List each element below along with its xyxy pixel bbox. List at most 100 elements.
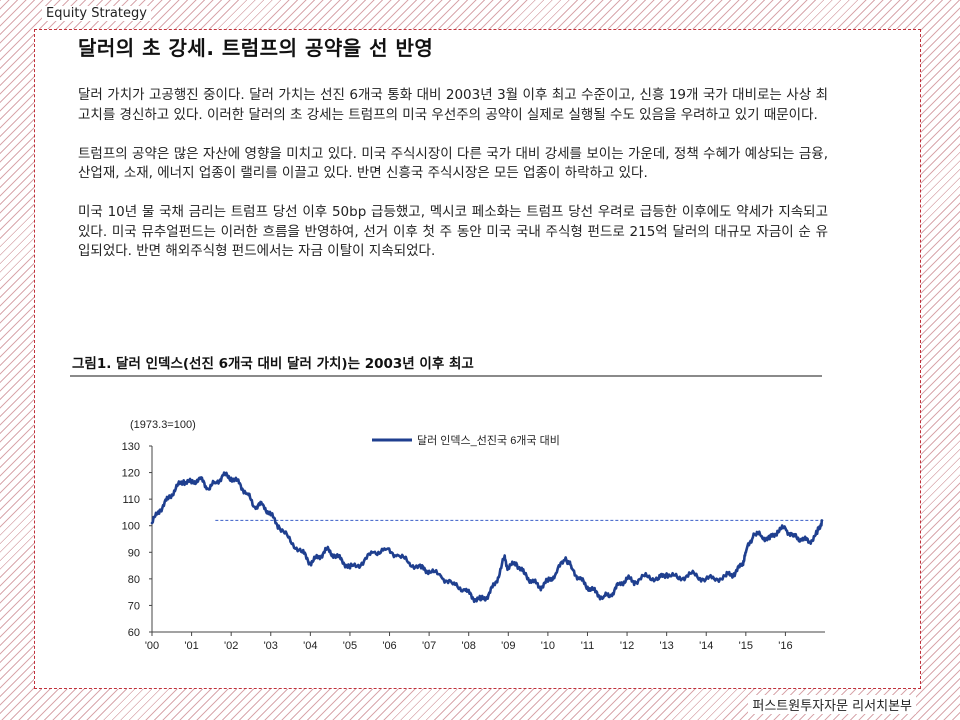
x-tick-label: '10 xyxy=(541,640,555,652)
dollar-index-chart: (1973.3=100) 달러 인덱스_선진국 6개국 대비 60 70 80 90 1… xyxy=(122,419,825,652)
data-point xyxy=(712,577,716,581)
data-point xyxy=(645,574,649,578)
y-tick-label: 110 xyxy=(122,494,140,506)
data-point xyxy=(190,481,193,485)
data-point xyxy=(740,564,744,567)
section-label: Equity Strategy xyxy=(42,6,151,21)
data-point xyxy=(820,519,824,522)
y-tick-label: 120 xyxy=(122,468,140,480)
data-point xyxy=(372,550,375,554)
data-point xyxy=(506,566,510,570)
data-point xyxy=(744,550,748,554)
data-point xyxy=(665,572,668,575)
y-tick-label: 130 xyxy=(122,441,140,453)
data-point xyxy=(689,572,692,575)
data-point xyxy=(451,582,455,586)
data-point xyxy=(732,572,736,575)
x-tick-label: '01 xyxy=(184,640,198,652)
data-point xyxy=(471,596,474,599)
data-point xyxy=(261,503,265,506)
y-tick-label: 60 xyxy=(128,627,140,639)
unit-note: (1973.3=100) xyxy=(130,419,196,431)
data-point xyxy=(427,569,431,573)
x-tick-label: '06 xyxy=(382,640,396,652)
data-point xyxy=(487,593,490,597)
data-point xyxy=(677,577,680,581)
data-point xyxy=(815,532,819,535)
y-tick-label: 100 xyxy=(122,521,140,533)
data-point xyxy=(419,566,423,570)
x-tick-label: '02 xyxy=(224,640,238,652)
data-point xyxy=(150,521,154,525)
data-point xyxy=(206,487,209,490)
data-point xyxy=(439,574,443,578)
data-point xyxy=(538,585,542,589)
data-point xyxy=(768,537,771,541)
paragraph: 달러 가치가 고공행진 중이다. 달러 가치는 선진 6개국 통화 대비 200… xyxy=(78,87,828,123)
data-point xyxy=(554,572,558,575)
data-point xyxy=(522,572,526,575)
data-point xyxy=(245,492,249,496)
data-point xyxy=(463,588,467,591)
data-point xyxy=(700,577,704,581)
data-point xyxy=(602,596,605,599)
data-point xyxy=(214,481,217,485)
data-point xyxy=(617,582,621,586)
x-tick-label: '09 xyxy=(501,640,515,652)
x-tick-label: '03 xyxy=(264,640,278,652)
data-point xyxy=(198,476,201,480)
paragraph: 트럼프의 공약은 많은 자산에 영향을 미치고 있다. 미국 주식시장이 다른 … xyxy=(78,145,828,182)
x-tick-label: '11 xyxy=(581,640,595,652)
data-point xyxy=(332,553,336,557)
data-point xyxy=(324,548,328,551)
data-point xyxy=(221,473,225,477)
data-point xyxy=(360,561,364,565)
data-point xyxy=(174,487,178,490)
figure-title: 그림1. 달러 인덱스(선진 6개국 대비 달러 가치)는 2003년 이후 최… xyxy=(72,356,474,372)
data-point xyxy=(752,532,756,535)
data-point xyxy=(625,577,629,581)
data-point xyxy=(301,550,304,554)
data-point xyxy=(578,577,581,581)
figure-title-rule xyxy=(70,375,822,377)
data-point xyxy=(384,548,387,551)
data-point xyxy=(158,508,162,512)
series-line-dollar-index xyxy=(150,471,824,604)
data-point xyxy=(229,476,233,480)
data-point xyxy=(724,574,728,578)
data-point xyxy=(586,585,589,589)
data-point xyxy=(237,481,241,485)
x-tick-label: '14 xyxy=(699,640,713,652)
x-tick-label: '05 xyxy=(343,640,357,652)
data-point xyxy=(799,537,803,541)
data-point xyxy=(514,561,518,565)
data-point xyxy=(564,556,567,559)
data-point xyxy=(570,566,573,570)
data-point xyxy=(503,556,506,559)
paragraph: 미국 10년 물 국채 금리는 트럼프 당선 이후 50bp 급등했고, 멕시코… xyxy=(78,204,828,259)
page-title: 달러의 초 강세. 트럼프의 공약을 선 반영 xyxy=(78,36,434,60)
y-tick-label: 70 xyxy=(128,600,140,612)
data-point xyxy=(633,580,637,583)
body-text: 달러 가치가 고공행진 중이다. 달러 가치는 선진 6개국 통화 대비 200… xyxy=(78,86,828,281)
data-point xyxy=(784,527,787,530)
data-point xyxy=(182,479,185,482)
x-tick-label: '15 xyxy=(739,640,753,652)
x-tick-label: '08 xyxy=(462,640,476,652)
x-tick-label: '12 xyxy=(620,640,634,652)
data-point xyxy=(289,540,292,543)
data-point xyxy=(408,561,411,565)
data-point xyxy=(309,561,312,565)
data-point xyxy=(348,566,352,570)
data-point xyxy=(166,497,170,501)
x-tick-label: '07 xyxy=(422,640,436,652)
chart-legend: 달러 인덱스_선진국 6개국 대비 xyxy=(372,434,560,447)
x-tick-label: '00 xyxy=(145,640,159,652)
data-point xyxy=(594,590,597,594)
data-point xyxy=(657,577,661,581)
content-frame xyxy=(34,29,921,689)
y-tick-label: 90 xyxy=(128,547,140,559)
data-point xyxy=(760,535,763,538)
y-tick-label: 80 xyxy=(128,574,140,586)
x-tick-label: '04 xyxy=(303,640,317,652)
